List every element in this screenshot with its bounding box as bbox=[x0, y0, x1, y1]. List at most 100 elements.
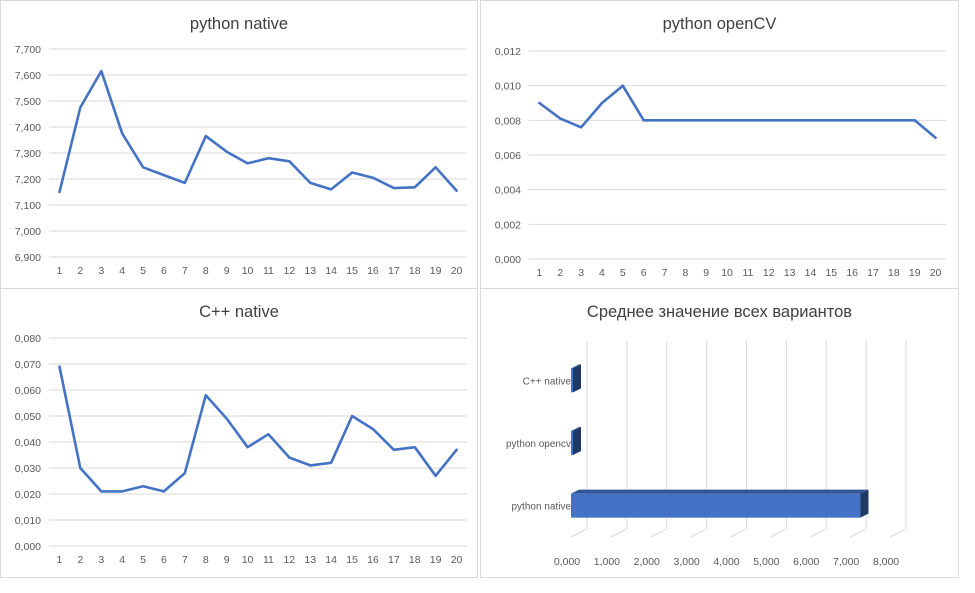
y-tick-label: 0,080 bbox=[15, 333, 41, 345]
x-tick-label: 15 bbox=[346, 554, 358, 566]
x-tick-label: 16 bbox=[846, 267, 858, 279]
y-tick-label: 7,600 bbox=[15, 70, 41, 82]
gridline bbox=[889, 341, 907, 538]
x-tick-label: 12 bbox=[284, 265, 296, 277]
x-tick-label: 13 bbox=[784, 267, 796, 279]
y-tick-label: 0,070 bbox=[15, 359, 41, 371]
bar-side-face bbox=[573, 364, 581, 393]
line-chart-plot: 0,000 0,010 0,020 0,030 0,040 0,050 0,060 0,070… bbox=[15, 333, 467, 566]
x-tick-label: 14 bbox=[805, 267, 817, 279]
y-tick-label: 0,010 bbox=[495, 81, 521, 93]
x-tick-label: 1 bbox=[57, 554, 63, 566]
series-line bbox=[58, 69, 458, 194]
gridline bbox=[650, 341, 668, 538]
x-tick-label: 9 bbox=[224, 554, 230, 566]
x-tick-label: 16 bbox=[367, 554, 379, 566]
x-tick-label: 7,000 bbox=[833, 556, 859, 568]
x-tick-label: 6 bbox=[161, 265, 167, 277]
x-tick-label: 3 bbox=[98, 554, 104, 566]
x-tick-label: 9 bbox=[703, 267, 709, 279]
x-tick-label: 15 bbox=[346, 265, 358, 277]
bar-top-face bbox=[571, 489, 869, 494]
category-label: python native bbox=[512, 502, 572, 513]
x-tick-label: 13 bbox=[304, 265, 316, 277]
x-tick-label: 7 bbox=[182, 265, 188, 277]
x-tick-label: 8,000 bbox=[873, 556, 899, 568]
x-tick-label: 6 bbox=[161, 554, 167, 566]
x-tick-label: 20 bbox=[930, 267, 942, 279]
y-tick-label: 0,012 bbox=[495, 46, 521, 58]
bar-top-face bbox=[571, 427, 581, 431]
x-tick-label: 3,000 bbox=[673, 556, 699, 568]
y-tick-label: 0,020 bbox=[15, 489, 41, 501]
x-tick-label: 18 bbox=[409, 265, 421, 277]
y-tick-label: 0,004 bbox=[495, 185, 521, 197]
x-tick-label: 1,000 bbox=[594, 556, 620, 568]
bar-side-face bbox=[573, 427, 581, 455]
bar-chart-plot: 0,000 1,000 2,000 3,000 4,000 5,000 6,000 7,000… bbox=[506, 341, 907, 568]
x-tick-label: 10 bbox=[242, 265, 254, 277]
chart-title: C++ native bbox=[199, 303, 279, 321]
chart-title: Среднее значение всех вариантов bbox=[586, 303, 853, 321]
x-tick-label: 20 bbox=[451, 265, 463, 277]
x-tick-label: 8 bbox=[203, 265, 209, 277]
x-tick-label: 11 bbox=[263, 554, 274, 566]
y-tick-label: 0,000 bbox=[15, 541, 41, 553]
gridline bbox=[849, 341, 867, 538]
chart-average-all-variants: Среднее значение всех вариантов 0,000 1,0… bbox=[480, 288, 959, 578]
y-tick-label: 0,008 bbox=[495, 115, 521, 127]
y-tick-label: 0,050 bbox=[15, 411, 41, 423]
x-tick-label: 17 bbox=[388, 265, 400, 277]
y-tick-label: 0,006 bbox=[495, 150, 521, 162]
x-tick-label: 11 bbox=[742, 267, 753, 279]
x-tick-label: 6,000 bbox=[793, 556, 819, 568]
x-tick-label: 18 bbox=[409, 554, 421, 566]
y-tick-label: 7,000 bbox=[15, 226, 41, 238]
bar-top-face bbox=[571, 364, 581, 369]
gridline bbox=[690, 341, 708, 538]
x-tick-label: 20 bbox=[451, 554, 463, 566]
x-tick-label: 4 bbox=[119, 265, 125, 277]
x-tick-label: 13 bbox=[304, 554, 316, 566]
chart-cpp-native: C++ native 0,000 0,010 0,020 0,030 0,040 0,05… bbox=[0, 288, 478, 578]
x-tick-label: 7 bbox=[182, 554, 188, 566]
x-tick-label: 15 bbox=[825, 267, 837, 279]
line-chart-plot: 6,900 7,000 7,100 7,200 7,300 7,400 7,500 7,600… bbox=[15, 44, 467, 277]
y-tick-label: 7,700 bbox=[15, 44, 41, 56]
x-tick-label: 14 bbox=[325, 554, 337, 566]
gridline bbox=[770, 341, 787, 538]
x-tick-label: 9 bbox=[224, 265, 230, 277]
x-tick-label: 3 bbox=[98, 265, 104, 277]
x-tick-label: 12 bbox=[763, 267, 775, 279]
x-tick-label: 4 bbox=[119, 554, 125, 566]
category-label: python opencv bbox=[506, 439, 571, 450]
bar bbox=[571, 431, 573, 455]
y-tick-label: 0,030 bbox=[15, 463, 41, 475]
x-tick-label: 19 bbox=[430, 554, 442, 566]
y-tick-label: 0,060 bbox=[15, 385, 41, 397]
y-tick-label: 0,010 bbox=[15, 515, 41, 527]
x-tick-label: 5 bbox=[140, 554, 146, 566]
chart-title: python openCV bbox=[662, 15, 777, 33]
x-tick-label: 5,000 bbox=[753, 556, 779, 568]
x-tick-label: 19 bbox=[430, 265, 442, 277]
series-line bbox=[538, 84, 937, 139]
x-tick-label: 2 bbox=[77, 265, 83, 277]
y-tick-label: 7,400 bbox=[15, 122, 41, 134]
y-tick-label: 7,100 bbox=[15, 200, 41, 212]
x-tick-label: 10 bbox=[242, 554, 254, 566]
chart-python-opencv: python openCV 0,000 0,002 0,004 0,006 0,008 0… bbox=[480, 0, 959, 289]
bar bbox=[571, 368, 573, 393]
x-tick-label: 8 bbox=[682, 267, 688, 279]
x-tick-label: 4 bbox=[599, 267, 605, 279]
x-tick-label: 1 bbox=[537, 267, 543, 279]
x-tick-label: 14 bbox=[325, 265, 337, 277]
x-tick-label: 8 bbox=[203, 554, 209, 566]
gridline bbox=[810, 341, 827, 538]
chart-python-native: python native 6,900 7,000 7,100 7,200 7,300 7… bbox=[0, 0, 478, 289]
x-tick-label: 3 bbox=[578, 267, 584, 279]
x-tick-label: 0,000 bbox=[554, 556, 580, 568]
x-tick-label: 5 bbox=[620, 267, 626, 279]
x-tick-label: 11 bbox=[263, 265, 274, 277]
x-tick-label: 17 bbox=[867, 267, 879, 279]
